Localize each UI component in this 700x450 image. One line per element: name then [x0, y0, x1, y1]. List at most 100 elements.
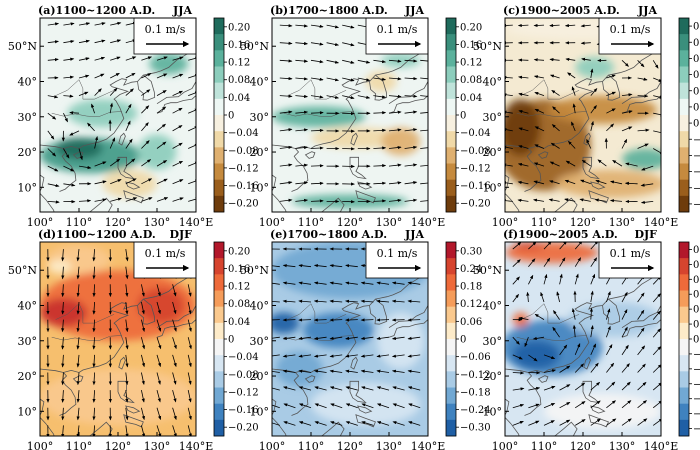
- wind-arrow: [579, 198, 591, 202]
- wind-arrow: [505, 145, 513, 149]
- x-tick-label: 120°: [105, 440, 132, 450]
- colorbar: 0.20 0.16 0.12 0.08 0.04 0 −0.04 −0.08 −0.12 −0.1…: [445, 17, 491, 213]
- wind-arrow: [272, 336, 280, 339]
- x-tick-label: 130°: [376, 216, 403, 229]
- wind-arrow: [574, 382, 586, 391]
- y-tick-label: 40°: [18, 299, 38, 312]
- anomaly-patch: [311, 127, 405, 149]
- wind-arrow: [606, 325, 611, 338]
- wind-arrow: [612, 159, 623, 167]
- wind-arrow: [329, 386, 343, 391]
- colorbar-tick-label: −0.48: [693, 199, 700, 210]
- wind-arrow: [404, 163, 418, 167]
- y-tick-label: 20°: [483, 146, 503, 159]
- wind-arrow: [345, 281, 358, 285]
- wind-arrow: [543, 369, 557, 373]
- x-tick-label: 110°: [298, 440, 325, 450]
- wind-arrow: [156, 319, 162, 332]
- wind-arrow: [552, 106, 560, 114]
- colorbar-tick-label: −0.20: [460, 199, 491, 210]
- wind-arrow: [559, 273, 563, 285]
- wind-arrow: [392, 403, 405, 409]
- wind-arrow: [559, 402, 571, 409]
- y-tick-label: 30°: [18, 111, 38, 124]
- wind-arrow: [549, 58, 560, 62]
- y-tick-label: 10°: [18, 181, 38, 194]
- wind-arrow: [505, 23, 513, 28]
- wind-arrow: [279, 198, 293, 202]
- wind-arrow: [279, 145, 293, 149]
- wind-arrow: [329, 299, 343, 303]
- colorbar-tick-label: 0.24: [693, 70, 700, 81]
- wind-arrow: [110, 21, 122, 26]
- wind-arrow: [326, 24, 340, 29]
- y-axis: 10° 20° 30° 40° 50°N: [240, 40, 276, 194]
- wind-arrow: [310, 111, 324, 115]
- anomaly-patch: [575, 56, 615, 78]
- wind-arrow: [78, 57, 90, 61]
- wind-arrow: [621, 291, 628, 303]
- wind-arrow: [295, 145, 309, 150]
- wind-arrow: [125, 266, 129, 280]
- wind-arrow: [637, 77, 648, 81]
- wind-arrow: [550, 142, 560, 149]
- x-tick-label: 120°: [337, 216, 364, 229]
- wind-arrow: [360, 369, 374, 373]
- x-tick-label: 140°E: [644, 216, 679, 229]
- wind-arrow: [330, 403, 343, 409]
- y-tick-label: 40°: [250, 75, 270, 88]
- wind-arrow: [310, 181, 324, 185]
- wind-arrow: [572, 103, 576, 114]
- colorbar-segment: [446, 306, 456, 324]
- wind-arrow: [125, 425, 129, 436]
- anomaly-patch: [555, 169, 661, 198]
- wind-arrow: [652, 346, 661, 356]
- wind-arrow: [110, 39, 122, 44]
- wind-arrow: [637, 309, 645, 320]
- wind-arrow: [621, 381, 631, 391]
- wind-arrow: [590, 120, 594, 131]
- wind-arrow: [505, 75, 513, 80]
- x-axis: 100° 110° 120° 130° 140°E: [259, 432, 445, 450]
- wind-arrow: [559, 419, 571, 426]
- wind-arrow: [282, 336, 296, 340]
- reference-vector-box: 0.1 m/s: [598, 241, 662, 279]
- wind-arrow: [404, 181, 418, 185]
- colorbar-tick-label: 0.20: [228, 22, 250, 33]
- wind-arrow: [272, 265, 280, 268]
- y-tick-label: 10°: [18, 405, 38, 418]
- wind-arrow: [512, 387, 525, 391]
- wind-arrow: [125, 72, 136, 79]
- colorbar-segment: [446, 98, 456, 116]
- wind-arrow: [373, 164, 387, 168]
- wind-arrow: [156, 123, 167, 132]
- anomaly-patch: [311, 383, 421, 426]
- wind-arrow: [342, 59, 355, 64]
- wind-arrow: [606, 123, 615, 132]
- anomaly-patch: [381, 127, 421, 156]
- wind-arrow: [533, 75, 545, 79]
- wind-arrow: [581, 159, 592, 167]
- colorbar-tick-label: −0.06: [460, 352, 491, 363]
- wind-arrow: [551, 89, 560, 96]
- y-tick-label: 30°: [250, 335, 270, 348]
- wind-arrow: [564, 198, 576, 202]
- shaded-field: [505, 18, 661, 212]
- colorbar-segment: [214, 290, 224, 307]
- panel-season: JJA: [404, 4, 424, 17]
- wind-arrow: [298, 281, 312, 285]
- y-tick-label: 50°N: [473, 40, 502, 53]
- wind-arrow: [92, 249, 96, 262]
- wind-arrow: [528, 242, 537, 250]
- colorbar-tick-label: 0.18: [460, 282, 482, 293]
- wind-arrow: [420, 164, 428, 167]
- y-axis: 10° 20° 30° 40° 50°N: [473, 40, 509, 194]
- wind-arrow: [76, 319, 80, 333]
- wind-arrow: [188, 179, 196, 185]
- colorbar-segment: [446, 82, 456, 100]
- wind-arrow: [91, 103, 95, 114]
- wind-arrow: [407, 336, 421, 340]
- wind-arrow: [110, 197, 122, 202]
